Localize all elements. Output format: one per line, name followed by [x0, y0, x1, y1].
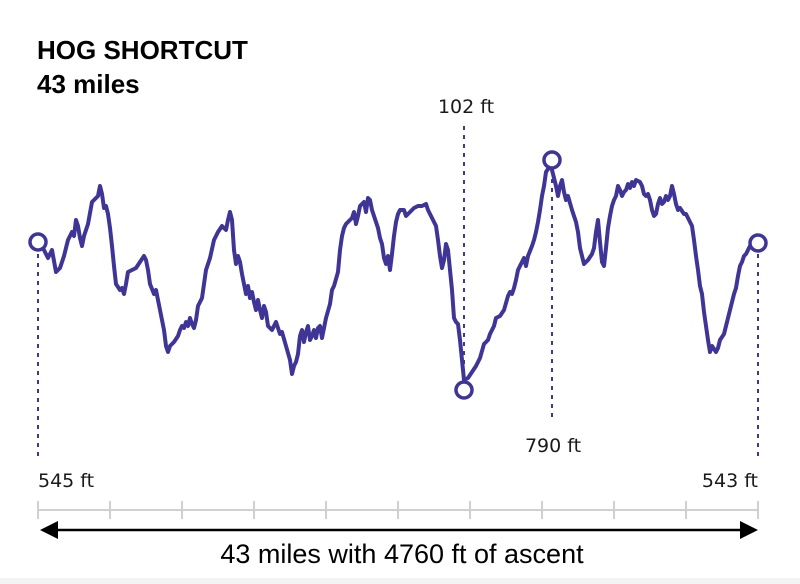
route-distance: 43 miles	[37, 69, 140, 99]
end-marker	[748, 233, 768, 253]
chart-title-block: HOG SHORTCUT 43 miles	[37, 33, 248, 101]
elevation-line	[36, 164, 760, 382]
distance-ascent-caption: 43 miles with 4760 ft of ascent	[220, 539, 584, 569]
low-point-marker	[454, 380, 474, 400]
end-elevation-label: 543 ft	[702, 470, 758, 492]
high-elevation-label: 790 ft	[525, 435, 581, 457]
distance-axis	[37, 501, 759, 519]
bottom-strip	[0, 578, 800, 584]
low-elevation-label: 102 ft	[438, 96, 494, 118]
start-elevation-label: 545 ft	[38, 470, 94, 492]
arrow-right-icon	[740, 521, 758, 539]
start-marker	[28, 232, 48, 252]
high-point-marker	[542, 150, 562, 170]
distance-arrow	[40, 521, 758, 539]
arrow-left-icon	[40, 521, 58, 539]
route-name: HOG SHORTCUT	[37, 35, 248, 65]
